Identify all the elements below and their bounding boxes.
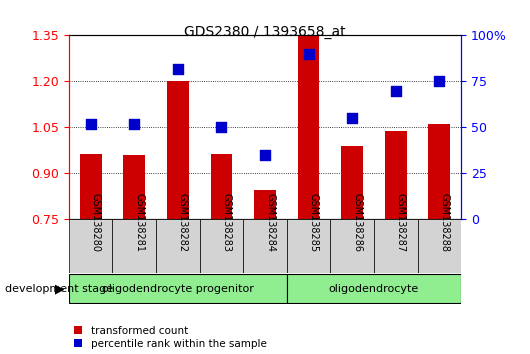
- Text: GSM138281: GSM138281: [134, 193, 144, 252]
- Text: GSM138286: GSM138286: [352, 193, 362, 252]
- Bar: [287, 219, 330, 273]
- Text: GSM138285: GSM138285: [308, 193, 319, 252]
- Point: [261, 152, 269, 158]
- Text: GSM138287: GSM138287: [396, 193, 406, 252]
- Text: GSM138288: GSM138288: [439, 193, 449, 252]
- Bar: [428, 124, 450, 219]
- Text: GSM138282: GSM138282: [178, 193, 188, 252]
- Point: [86, 121, 95, 127]
- Point: [174, 66, 182, 72]
- Bar: [254, 190, 276, 219]
- Text: GSM138280: GSM138280: [91, 193, 101, 252]
- Text: GSM138283: GSM138283: [222, 193, 232, 252]
- Point: [217, 125, 226, 130]
- Text: oligodendrocyte progenitor: oligodendrocyte progenitor: [102, 284, 254, 293]
- Bar: [112, 219, 156, 273]
- Bar: [298, 35, 320, 219]
- Point: [392, 88, 400, 93]
- Point: [348, 115, 356, 121]
- Text: oligodendrocyte: oligodendrocyte: [329, 284, 419, 293]
- Text: development stage: development stage: [5, 284, 113, 293]
- Text: GDS2380 / 1393658_at: GDS2380 / 1393658_at: [184, 25, 346, 39]
- Point: [130, 121, 138, 127]
- Bar: [287, 274, 461, 303]
- Point: [435, 79, 444, 84]
- Text: ▶: ▶: [55, 282, 65, 295]
- Bar: [167, 81, 189, 219]
- Bar: [330, 219, 374, 273]
- Bar: [200, 219, 243, 273]
- Point: [304, 51, 313, 57]
- Text: GSM138284: GSM138284: [265, 193, 275, 252]
- Bar: [80, 154, 102, 219]
- Bar: [385, 131, 407, 219]
- Bar: [243, 219, 287, 273]
- Legend: transformed count, percentile rank within the sample: transformed count, percentile rank withi…: [74, 326, 267, 349]
- Bar: [69, 219, 112, 273]
- Bar: [210, 154, 232, 219]
- Bar: [156, 219, 200, 273]
- Bar: [69, 274, 287, 303]
- Bar: [374, 219, 418, 273]
- Bar: [341, 146, 363, 219]
- Bar: [418, 219, 461, 273]
- Bar: [123, 155, 145, 219]
